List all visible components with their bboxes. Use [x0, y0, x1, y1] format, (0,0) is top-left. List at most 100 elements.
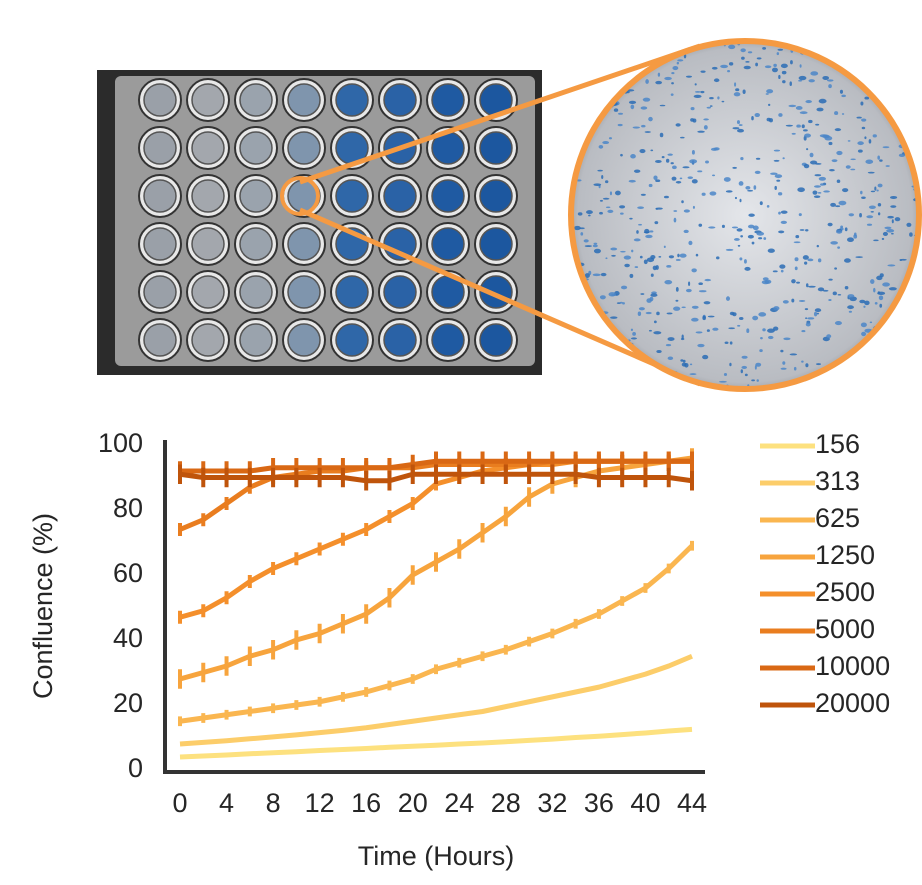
plate-image: [97, 70, 542, 375]
cell-speck: [724, 177, 731, 182]
cell-speck: [696, 254, 699, 257]
cell-speck: [646, 312, 652, 314]
well: [432, 180, 464, 212]
cell-speck: [593, 244, 598, 247]
cell-speck: [911, 40, 914, 44]
cell-speck: [739, 181, 744, 186]
cell-speck: [605, 180, 608, 183]
cell-speck: [692, 150, 695, 155]
cell-speck: [866, 215, 873, 218]
cell-speck: [786, 125, 793, 127]
cell-speck: [806, 148, 808, 150]
cell-speck: [658, 256, 661, 258]
cell-speck: [648, 41, 654, 43]
cell-speck: [664, 246, 666, 248]
cell-speck: [714, 78, 719, 82]
cell-speck: [760, 337, 763, 339]
cell-speck: [580, 232, 583, 236]
cell-speck: [911, 101, 916, 105]
well: [288, 132, 320, 164]
cell-speck: [865, 159, 873, 163]
cell-speck: [781, 211, 788, 214]
cell-speck: [875, 302, 878, 305]
cell-speck: [756, 232, 764, 236]
cell-speck: [656, 350, 661, 353]
cell-speck: [628, 55, 636, 60]
cell-speck: [857, 141, 863, 145]
cell-speck: [724, 373, 727, 376]
series-line: [180, 546, 692, 722]
well: [288, 228, 320, 260]
cell-speck: [774, 150, 780, 152]
cell-speck: [816, 108, 823, 112]
cell-speck: [899, 321, 904, 323]
cell-speck: [799, 76, 807, 80]
cell-speck: [649, 230, 653, 232]
cell-speck: [766, 93, 769, 95]
cell-speck: [595, 58, 602, 63]
cell-speck: [666, 344, 671, 346]
cell-speck: [796, 106, 803, 110]
cell-speck: [693, 206, 695, 209]
cell-speck: [871, 191, 875, 193]
cell-speck: [702, 355, 708, 359]
cell-speck: [775, 174, 782, 178]
cell-speck: [755, 113, 760, 117]
cell-speck: [650, 293, 657, 297]
cell-speck: [585, 99, 593, 102]
cell-speck: [879, 159, 882, 161]
cell-speck: [672, 165, 677, 169]
cell-speck: [837, 246, 840, 248]
cell-speck: [734, 92, 741, 96]
well: [192, 324, 224, 356]
cell-speck: [912, 299, 919, 303]
cell-speck: [844, 258, 851, 262]
x-tick-label: 8: [266, 788, 281, 818]
cell-speck: [823, 190, 830, 192]
well: [192, 180, 224, 212]
well: [336, 180, 368, 212]
cell-speck: [835, 321, 842, 325]
cell-speck: [580, 107, 587, 109]
cell-speck: [748, 214, 754, 217]
cell-speck: [778, 75, 780, 79]
cell-speck: [679, 43, 683, 47]
cell-speck: [638, 224, 642, 226]
cell-speck: [836, 151, 842, 155]
cell-speck: [748, 235, 754, 239]
cell-speck: [631, 250, 633, 253]
cell-speck: [861, 118, 866, 121]
cell-speck: [803, 255, 809, 260]
cell-speck: [666, 265, 671, 268]
well: [192, 228, 224, 260]
cell-speck: [600, 295, 606, 299]
cell-speck: [599, 55, 603, 59]
cell-speck: [692, 179, 698, 183]
cell-speck: [768, 336, 773, 339]
cell-speck: [762, 328, 765, 331]
cell-speck: [728, 45, 735, 50]
cell-speck: [891, 233, 894, 235]
cell-speck: [704, 301, 711, 304]
well: [240, 228, 272, 260]
cell-speck: [757, 57, 762, 59]
well: [384, 84, 416, 116]
well: [336, 84, 368, 116]
cell-speck: [795, 235, 799, 238]
cell-speck: [833, 292, 837, 296]
cell-speck: [889, 374, 895, 376]
cell-speck: [704, 125, 708, 130]
cell-speck: [666, 383, 674, 385]
cell-speck: [808, 79, 814, 82]
cell-speck: [630, 274, 634, 278]
cell-speck: [643, 98, 650, 102]
cell-speck: [829, 142, 833, 145]
cell-speck: [633, 126, 640, 128]
cell-speck: [667, 337, 674, 341]
cell-speck: [645, 235, 652, 238]
cell-speck: [779, 264, 785, 268]
cell-speck: [689, 159, 697, 163]
cell-speck: [584, 307, 589, 309]
cell-speck: [893, 49, 900, 54]
cell-speck: [758, 237, 762, 239]
